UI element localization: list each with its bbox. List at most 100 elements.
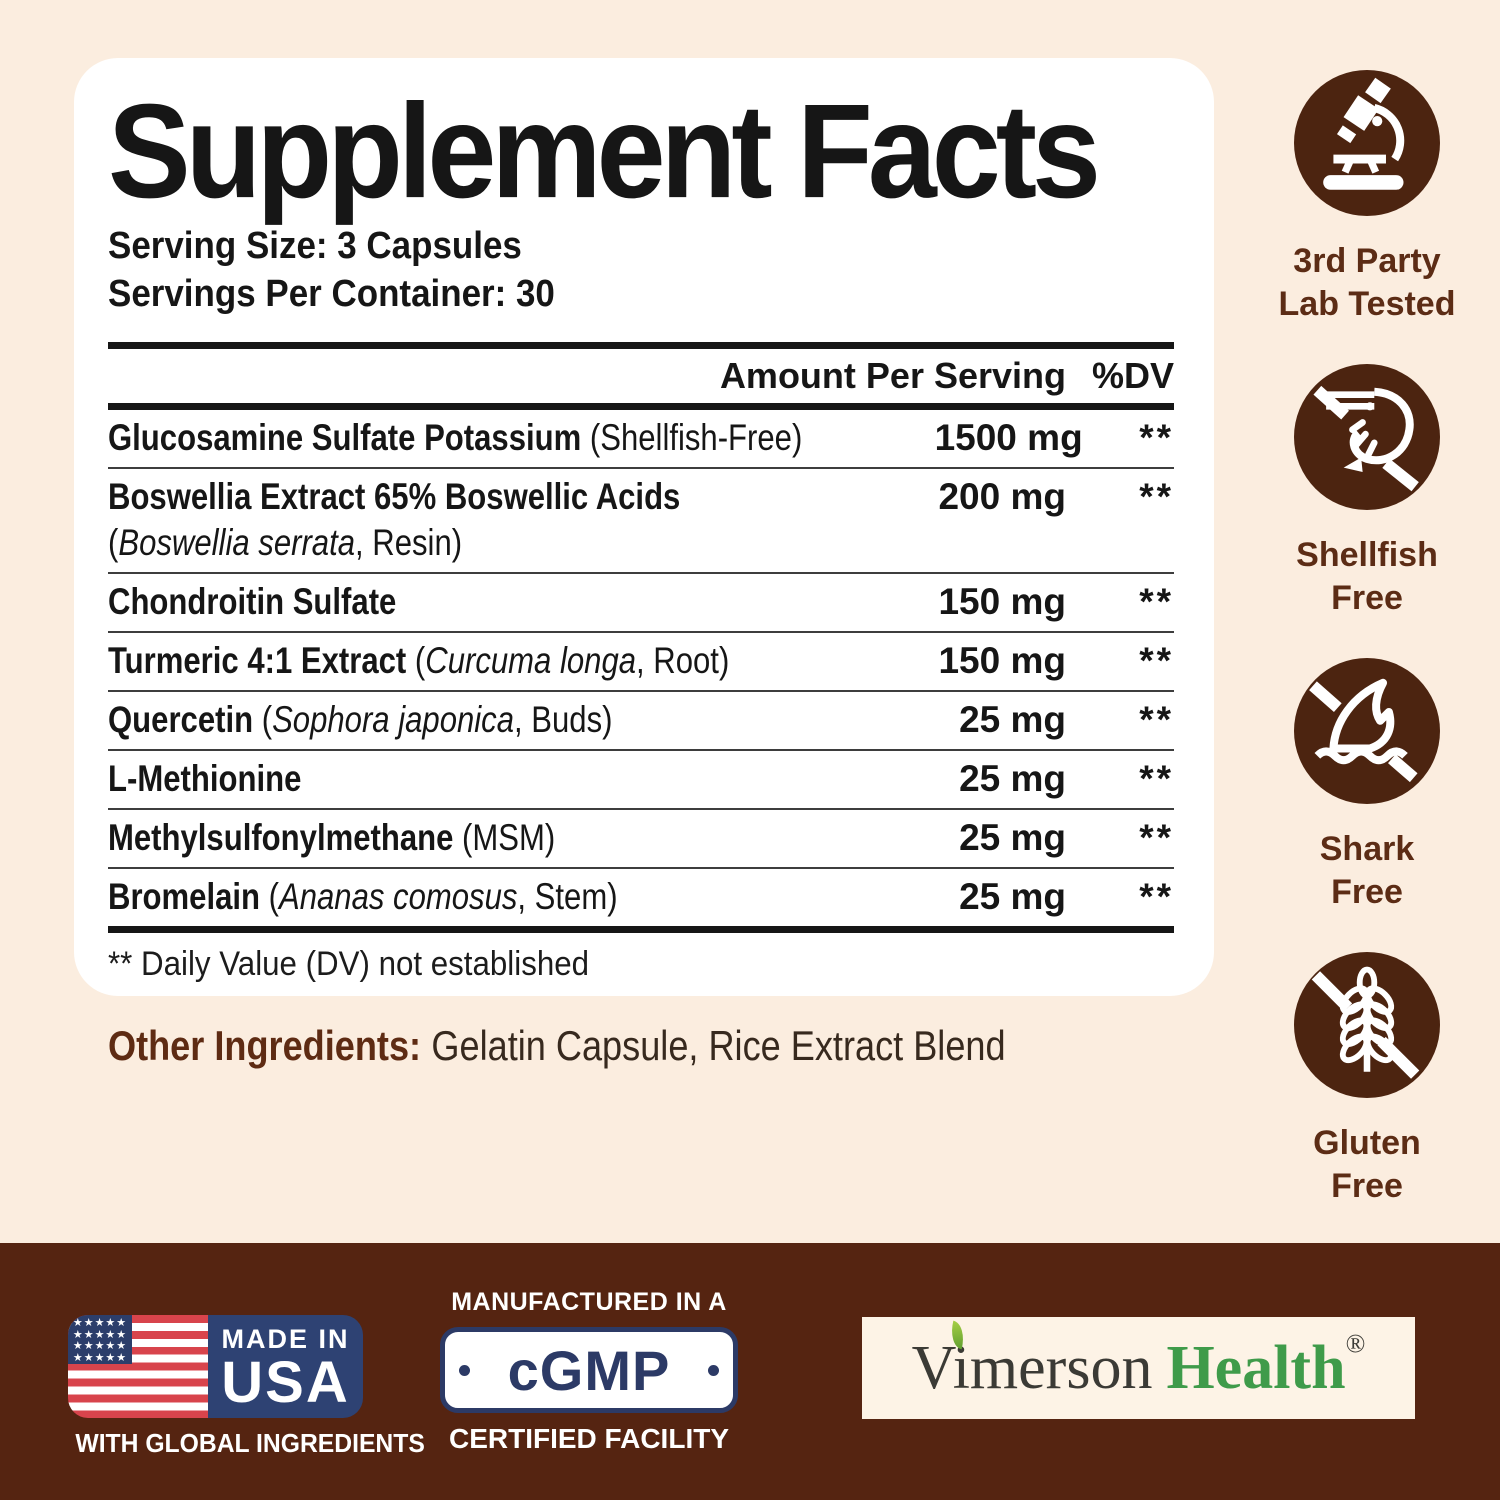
feature-badge: 3rd Party Lab Tested [1278,70,1456,326]
ingredient-name: Bromelain (Ananas comosus, Stem) [108,874,778,920]
gluten-free-icon [1294,952,1440,1098]
ingredient-name-segment: Sophora japonica [272,699,514,740]
made-in-usa-badge: ★★★★★ ★★★★★ ★★★★★ ★★★★★ MADE IN USA WITH… [68,1315,425,1459]
ingredient-name-segment: Boswellia Extract 65% Boswellic Acids [108,476,681,517]
ingredient-row: Glucosamine Sulfate Potassium (Shellfish… [108,410,1174,467]
percent-dv-value: ** [1139,581,1174,622]
column-amount-per-serving: Amount Per Serving [719,355,1066,396]
certified-facility-text: CERTIFIED FACILITY [449,1423,729,1454]
ingredient-name-segment: Methylsulfonylmethane [108,817,454,858]
serving-size: Serving Size: 3 Capsules [108,225,522,267]
usa-text: USA [221,1349,350,1415]
brand-name-health: Health [1166,1333,1346,1402]
other-ingredients-value: Gelatin Capsule, Rice Extract Blend [431,1022,1006,1069]
vimerson-health-logo: Vimerson Health ® [862,1317,1415,1419]
usa-flag-icon: ★★★★★ ★★★★★ ★★★★★ ★★★★★ MADE IN USA [68,1315,363,1418]
feature-badge: Shellfish Free [1294,364,1440,620]
ingredient-name-segment: , Stem) [517,876,618,917]
made-in-usa-panel: MADE IN USA [208,1315,363,1418]
ingredient-name: Boswellia Extract 65% Boswellic Acids (Bo… [108,474,778,566]
ingredient-name-segment: Glucosamine Sulfate Potassium [108,417,582,458]
other-ingredients-label: Other Ingredients: [108,1022,422,1069]
footer-bar: ★★★★★ ★★★★★ ★★★★★ ★★★★★ MADE IN USA WITH… [0,1243,1500,1500]
panel-title: Supplement Facts [108,77,1101,227]
amount-per-serving-value: 1500 mg [934,417,1083,458]
ingredient-name-segment: Curcuma longa [425,640,637,681]
ingredient-name-segment: Chondroitin Sulfate [108,581,397,622]
facts-table-header: Amount Per Serving %DV [108,349,1174,403]
feature-badge: Shark Free [1294,658,1440,914]
ingredient-name: Methylsulfonylmethane (MSM) [108,815,778,861]
other-ingredients: Other Ingredients: Gelatin Capsule, Rice … [108,1022,1006,1070]
ingredient-name: Quercetin (Sophora japonica, Buds) [108,697,778,743]
ingredient-name-segment: (Shellfish-Free) [581,417,803,458]
flag-stripes: ★★★★★ ★★★★★ ★★★★★ ★★★★★ [68,1315,208,1418]
ingredient-row: Quercetin (Sophora japonica, Buds) 25 mg *… [108,690,1174,749]
cgmp-dot-right [707,1364,719,1376]
amount-per-serving-value: 150 mg [938,640,1066,681]
facts-table-rows: Glucosamine Sulfate Potassium (Shellfish… [108,410,1174,926]
ingredient-name-segment: ( [108,522,119,563]
facts-table: Amount Per Serving %DV Glucosamine Sulfa… [108,342,1174,984]
percent-dv-value: ** [1139,417,1174,458]
ingredient-row: Methylsulfonylmethane (MSM) 25 mg ** [108,808,1174,867]
supplement-facts-panel: Supplement Facts Serving Size: 3 Capsule… [74,58,1214,996]
ingredient-name: L-Methionine [108,756,778,802]
badge-label: 3rd Party Lab Tested [1278,242,1456,323]
ingredient-name-segment: Turmeric 4:1 Extract [108,640,407,681]
ingredient-name-segment: Ananas comosus [278,876,518,917]
ingredient-row: L-Methionine 25 mg ** [108,749,1174,808]
amount-per-serving-value: 25 mg [959,817,1066,858]
microscope-icon [1294,70,1440,216]
percent-dv-value: ** [1139,876,1174,917]
ingredient-name-segment: , Buds) [513,699,613,740]
ingredient-name-segment: Bromelain [108,876,260,917]
table-divider-thick [108,403,1174,410]
feature-badge: Gluten Free [1294,952,1440,1208]
percent-dv-value: ** [1139,640,1174,681]
ingredient-name-segment: Quercetin [108,699,254,740]
feature-badge-rail: 3rd Party Lab Tested Shellfish Free Shark F… [1252,70,1482,1246]
badge-label: Gluten Free [1313,1124,1421,1205]
cgmp-dot-left [459,1364,470,1376]
ingredient-name-segment: , Root) [636,640,730,681]
cgmp-plate: cGMP [440,1327,738,1413]
amount-per-serving-value: 25 mg [959,758,1066,799]
amount-per-serving-value: 25 mg [959,876,1066,917]
ingredient-name-segment: ( [259,876,279,917]
flag-stars-row: ★★★★★ [72,1340,128,1352]
made-in-text: MADE IN [221,1323,350,1354]
table-divider-thick [108,926,1174,933]
flag-stars-row: ★★★★★ [72,1351,128,1364]
amount-per-serving-value: 150 mg [938,581,1066,622]
flag-stars-row: ★★★★★ [72,1317,128,1329]
shellfish-free-icon [1294,364,1440,510]
column-percent-dv: %DV [1091,355,1174,396]
ingredient-name: Turmeric 4:1 Extract (Curcuma longa, Roo… [108,638,778,684]
ingredient-name-segment: (MSM) [453,817,556,858]
flag-canton: ★★★★★ ★★★★★ ★★★★★ ★★★★★ [68,1315,132,1364]
percent-dv-value: ** [1139,817,1174,858]
ingredient-row: Turmeric 4:1 Extract (Curcuma longa, Roo… [108,631,1174,690]
percent-dv-value: ** [1139,699,1174,740]
dv-footnote: ** Daily Value (DV) not established [108,945,590,983]
ingredient-name: Glucosamine Sulfate Potassium (Shellfish… [108,415,802,461]
badge-label: Shark Free [1319,830,1415,911]
ingredient-row: Chondroitin Sulfate 150 mg ** [108,572,1174,631]
ingredient-row: Bromelain (Ananas comosus, Stem) 25 mg ** [108,867,1174,926]
servings-per-container: Servings Per Container: 30 [108,273,555,315]
percent-dv-value: ** [1139,476,1174,517]
registered-mark: ® [1345,1329,1366,1358]
global-ingredients-caption: WITH GLOBAL INGREDIENTS [75,1428,425,1458]
percent-dv-value: ** [1139,758,1174,799]
ingredient-row: Boswellia Extract 65% Boswellic Acids (Bo… [108,467,1174,572]
ingredient-name-segment: ( [253,699,273,740]
amount-per-serving-value: 200 mg [938,476,1066,517]
amount-per-serving-value: 25 mg [959,699,1066,740]
ingredient-name-segment: L-Methionine [108,758,302,799]
ingredient-name-segment: , Resin) [355,522,463,563]
brand-name-vimerson: Vimerson [911,1333,1153,1402]
shark-free-icon [1294,658,1440,804]
cgmp-text: cGMP [507,1338,671,1402]
